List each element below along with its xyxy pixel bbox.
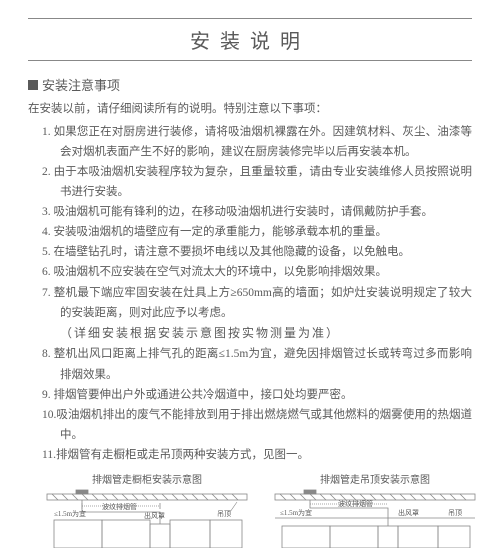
label-outlet: 出风罩	[398, 508, 419, 517]
detail-note: （详细安装根据安装示意图按实物测量为准）	[28, 323, 472, 345]
square-bullet-icon	[28, 80, 38, 90]
label-outlet: 出风罩	[144, 511, 165, 520]
list-item: 1. 如果您正在对厨房进行装修，请将吸油烟机裸露在外。因建筑材料、灰尘、油漆等会…	[28, 122, 472, 162]
section-header-text: 安装注意事项	[42, 75, 120, 94]
list-item: 3. 吸油烟机可能有锋利的边，在移动吸油烟机进行安装时，请佩戴防护手套。	[28, 202, 472, 222]
diagrams-row: 排烟管走橱柜安装示意图	[28, 471, 472, 548]
list-item: 6. 吸油烟机不应安装在空气对流太大的环境中，以免影响排烟效果。	[28, 262, 472, 282]
list-item: 11.排烟管有走橱柜或走吊顶两种安装方式，见图一。	[28, 445, 472, 465]
label-ceiling: 吊顶	[448, 509, 462, 517]
diagram-cabinet: 排烟管走橱柜安装示意图	[42, 471, 252, 548]
instruction-list: 1. 如果您正在对厨房进行装修，请将吸油烟机裸露在外。因建筑材料、灰尘、油漆等会…	[28, 122, 472, 323]
list-item: 9. 排烟管要伸出户外或通进公共冷烟道中，接口处均要严密。	[28, 385, 472, 405]
diagram-title: 排烟管走吊顶安装示意图	[270, 471, 480, 486]
intro-text: 在安装以前，请仔细阅读所有的说明。特别注意以下事项：	[28, 100, 472, 120]
page-title-wrap: 安装说明	[28, 18, 472, 61]
list-item: 8. 整机出风口距离上排气孔的距离≤1.5m为宜，避免因排烟管过长或转弯过多而影…	[28, 344, 472, 384]
list-item: 10.吸油烟机排出的废气不能排放到用于排出燃烧燃气或其他燃料的烟雾使用的热烟道中…	[28, 405, 472, 445]
label-pipe: 波纹排烟管	[338, 499, 373, 508]
label-ceiling: 吊顶	[217, 510, 231, 518]
instruction-list-2: 8. 整机出风口距离上排气孔的距离≤1.5m为宜，避免因排烟管过长或转弯过多而影…	[28, 344, 472, 465]
list-item: 4. 安装吸油烟机的墙壁应有一定的承重能力，能够承载本机的重量。	[28, 222, 472, 242]
label-dist: ≤1.5m为宜	[280, 508, 312, 517]
list-item: 2. 由于本吸油烟机安装程序较为复杂，且重量较重，请由专业安装维修人员按照说明书…	[28, 162, 472, 202]
list-item: 5. 在墙壁钻孔时，请注意不要损坏电线以及其他隐藏的设备，以免触电。	[28, 242, 472, 262]
diagram-cabinet-svg: ≤1.5m为宜 波纹排烟管 出风罩 吊顶	[42, 488, 252, 548]
section-header: 安装注意事项	[28, 75, 472, 94]
list-item: 7. 整机最下端应牢固安装在灶具上方≥650mm高的墙面；如炉灶安装说明规定了较…	[28, 283, 472, 323]
page-title: 安装说明	[28, 25, 472, 54]
label-pipe: 波纹排烟管	[102, 502, 137, 511]
label-dist: ≤1.5m为宜	[54, 509, 86, 518]
diagram-title: 排烟管走橱柜安装示意图	[42, 471, 252, 486]
diagram-ceiling: 排烟管走吊顶安装示意图	[270, 471, 480, 548]
diagram-ceiling-svg: ≤1.5m为宜 波纹排烟管 出风罩 吊顶	[270, 488, 480, 548]
